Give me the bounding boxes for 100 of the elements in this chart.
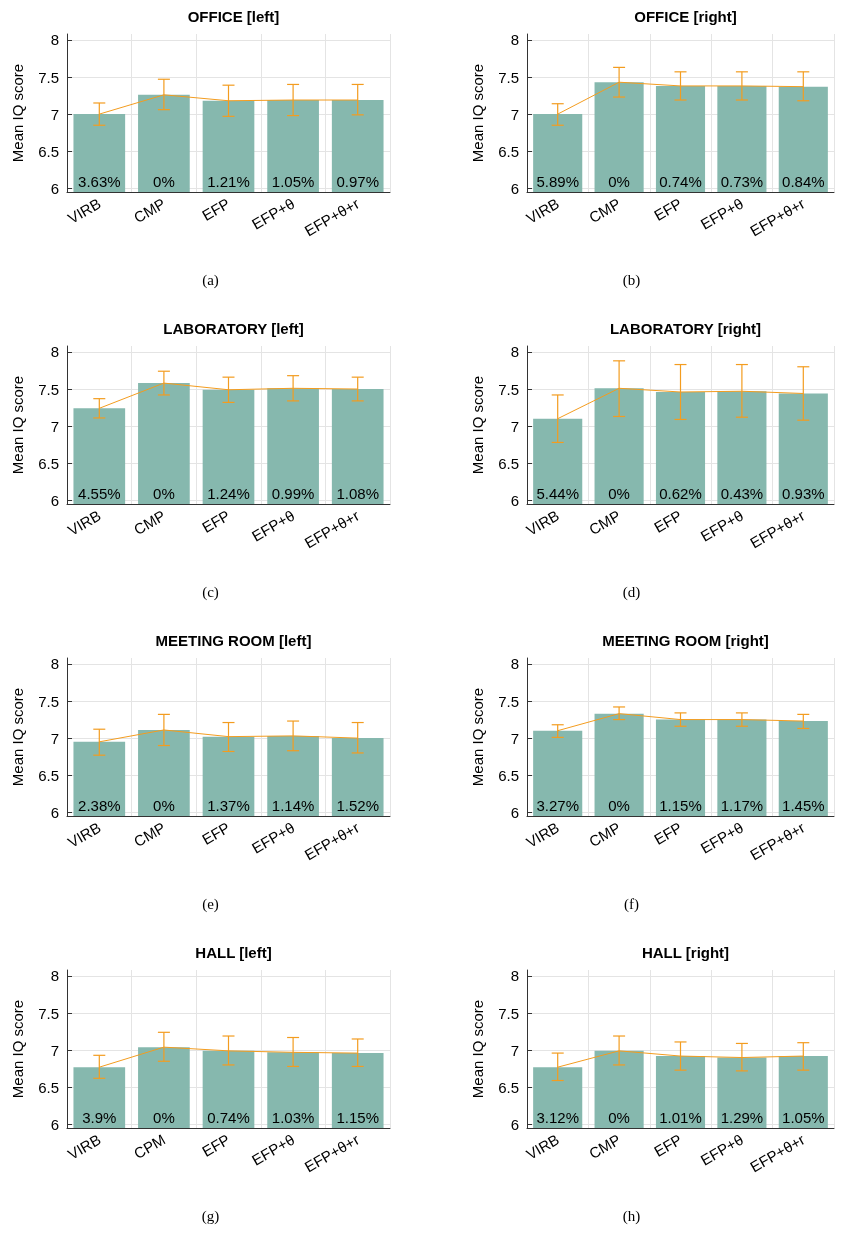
x-tick-label: VIRB: [523, 194, 562, 227]
chart-title: OFFICE [right]: [634, 8, 737, 25]
annotation: 5.44%: [536, 485, 579, 502]
y-tick-label: 7.5: [38, 692, 59, 710]
y-tick-label: 6: [510, 491, 519, 509]
annotation: 1.52%: [336, 797, 379, 814]
y-tick-label: 8: [50, 655, 59, 673]
y-tick-label: 7.5: [38, 1004, 59, 1022]
annotation: 1.29%: [720, 1109, 764, 1126]
y-tick-label: 6: [50, 491, 59, 509]
y-tick-label: 6.5: [38, 766, 59, 784]
annotation: 0%: [153, 1109, 175, 1126]
annotation: 0%: [608, 485, 630, 502]
annotation: 0.62%: [659, 485, 702, 502]
annotation: 1.15%: [659, 797, 702, 814]
y-tick-label: 8: [50, 343, 59, 361]
x-tick-label: EFP: [199, 818, 233, 848]
y-axis-title: Mean IQ score: [9, 687, 26, 787]
chart-title: HALL [right]: [641, 944, 730, 961]
x-tick-label: EFP: [651, 818, 685, 848]
annotation: 4.55%: [78, 485, 121, 502]
annotation: 0.99%: [271, 485, 315, 502]
y-tick-label: 7: [50, 105, 59, 123]
x-tick-label: VIRB: [523, 506, 562, 539]
annotation: 0%: [608, 173, 630, 190]
chart-title: HALL [left]: [195, 944, 272, 961]
annotation: 0.43%: [720, 485, 764, 502]
annotation: 3.27%: [536, 797, 579, 814]
annotation: 0%: [608, 1109, 630, 1126]
annotation: 0%: [153, 485, 175, 502]
y-tick-label: 7.5: [498, 380, 519, 398]
annotation: 3.63%: [78, 173, 121, 190]
y-tick-label: 8: [50, 967, 59, 985]
x-tick-label: EFP: [651, 506, 685, 536]
annotation: 3.12%: [536, 1109, 579, 1126]
x-tick-label: EFP: [651, 1130, 685, 1160]
y-tick-label: 6: [50, 1115, 59, 1133]
chart-title: LABORATORY [right]: [609, 320, 762, 337]
y-tick-label: 8: [510, 343, 519, 361]
text: (a): [202, 271, 219, 289]
annotation: 3.9%: [82, 1109, 117, 1126]
y-tick-label: 7.5: [498, 68, 519, 86]
x-tick-label: CMP: [586, 506, 624, 539]
y-tick-label: 6: [50, 803, 59, 821]
y-tick-label: 6: [50, 179, 59, 197]
x-tick-label: VIRB: [64, 194, 104, 227]
text: (b): [622, 271, 641, 289]
x-tick-label: CMP: [130, 818, 169, 851]
y-tick-label: 8: [510, 967, 519, 985]
y-tick-label: 7: [510, 105, 519, 123]
chart-title: MEETING ROOM [left]: [155, 632, 312, 649]
y-tick-label: 6: [510, 803, 519, 821]
y-tick-label: 8: [510, 31, 519, 49]
x-tick-label: VIRB: [523, 818, 562, 851]
annotation: 0%: [608, 797, 630, 814]
y-axis-title: Mean IQ score: [469, 999, 486, 1099]
y-tick-label: 6: [510, 1115, 519, 1133]
y-tick-label: 7.5: [38, 380, 59, 398]
y-tick-label: 7: [510, 729, 519, 747]
annotation: 1.17%: [720, 797, 764, 814]
x-tick-label: EFP: [199, 1130, 233, 1160]
annotation: 1.05%: [782, 1109, 825, 1126]
annotation: 1.37%: [207, 797, 250, 814]
y-tick-label: 8: [510, 655, 519, 673]
y-axis-title: Mean IQ score: [469, 63, 486, 163]
text: (c): [202, 583, 219, 601]
x-tick-label: CMP: [586, 818, 624, 851]
text: (e): [202, 895, 219, 913]
x-tick-label: CMP: [130, 194, 169, 227]
annotation: 2.38%: [78, 797, 121, 814]
annotation: 0.74%: [659, 173, 702, 190]
x-tick-label: VIRB: [64, 818, 104, 851]
y-tick-label: 7: [50, 1041, 59, 1059]
y-tick-label: 7: [510, 417, 519, 435]
text: (h): [622, 1207, 641, 1225]
y-axis-title: Mean IQ score: [9, 63, 26, 163]
y-tick-label: 6.5: [38, 1078, 59, 1096]
x-tick-label: CMP: [586, 194, 624, 227]
x-tick-label: VIRB: [64, 1130, 104, 1163]
x-tick-label: CPM: [130, 1130, 169, 1163]
text: (g): [201, 1207, 220, 1225]
x-tick-label: CMP: [586, 1130, 624, 1163]
y-tick-label: 7.5: [38, 68, 59, 86]
y-tick-label: 6: [510, 179, 519, 197]
x-tick-label: VIRB: [523, 1130, 562, 1163]
y-tick-label: 6.5: [498, 142, 519, 160]
x-tick-label: EFP: [199, 506, 233, 536]
annotation: 0%: [153, 173, 175, 190]
y-tick-label: 7: [50, 729, 59, 747]
annotation: 1.45%: [782, 797, 825, 814]
annotation: 0.84%: [782, 173, 825, 190]
y-tick-label: 6.5: [498, 766, 519, 784]
annotation: 5.89%: [536, 173, 579, 190]
annotation: 0%: [153, 797, 175, 814]
annotation: 0.97%: [336, 173, 379, 190]
annotation: 1.14%: [271, 797, 315, 814]
y-axis-title: Mean IQ score: [9, 375, 26, 475]
y-tick-label: 7.5: [498, 1004, 519, 1022]
y-tick-label: 6.5: [38, 454, 59, 472]
annotation: 1.24%: [207, 485, 250, 502]
